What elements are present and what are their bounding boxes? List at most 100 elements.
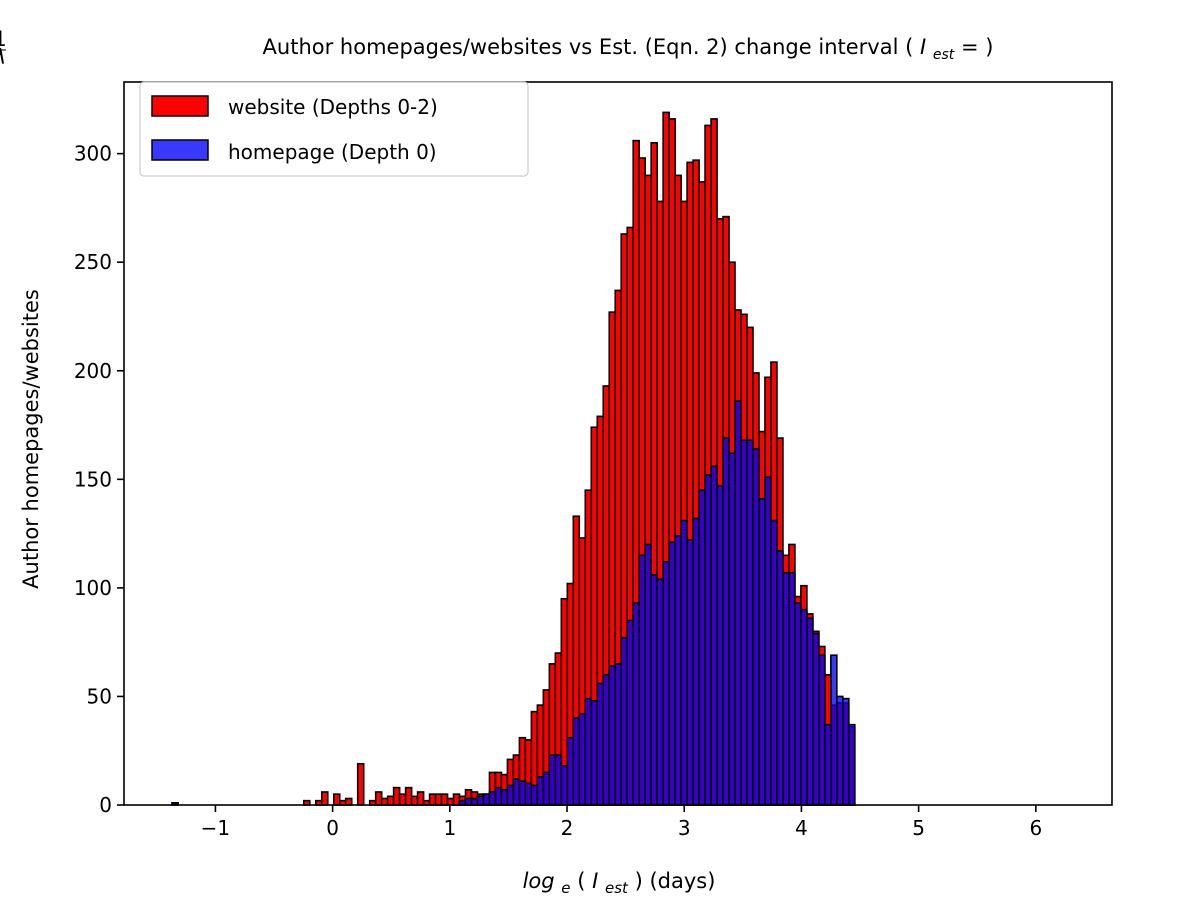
bar-website xyxy=(404,786,413,806)
x-tick-label: −1 xyxy=(201,816,230,840)
bar-homepage xyxy=(488,791,497,806)
chart-title-fraction-numerator: 1 xyxy=(0,27,7,51)
bar-homepage xyxy=(494,786,503,806)
x-tick-label: 2 xyxy=(561,816,574,840)
y-axis-label: Author homepages/websites xyxy=(19,289,43,589)
y-tick-label: 0 xyxy=(99,793,112,817)
bar-homepage xyxy=(500,788,509,806)
bar-homepage xyxy=(560,765,569,806)
bar-homepage xyxy=(704,474,712,806)
bar-website xyxy=(416,791,425,806)
bar-homepage xyxy=(680,519,688,806)
bar-homepage xyxy=(698,489,706,806)
x-tick-label: 4 xyxy=(795,816,808,840)
bar-homepage xyxy=(536,775,545,806)
legend-label-homepage: homepage (Depth 0) xyxy=(228,140,437,164)
bar-homepage xyxy=(722,437,730,806)
bar-homepage xyxy=(746,439,754,806)
bar-website xyxy=(380,797,389,806)
bar-homepage xyxy=(674,534,682,806)
x-tick-label: 0 xyxy=(326,816,339,840)
bar-homepage xyxy=(638,554,646,806)
bar-homepage xyxy=(632,602,640,806)
bar-homepage xyxy=(584,697,593,806)
bar-homepage xyxy=(847,723,856,806)
bar-homepage xyxy=(668,541,676,806)
bar-homepage xyxy=(806,617,814,806)
x-tick-label: 3 xyxy=(678,816,691,840)
legend-label-website: website (Depths 0-2) xyxy=(228,95,438,119)
bar-website xyxy=(428,793,437,806)
bar-homepage xyxy=(800,608,808,806)
bar-homepage xyxy=(530,784,539,806)
bar-homepage xyxy=(470,797,479,806)
bar-homepage xyxy=(482,793,491,806)
bar-website xyxy=(356,762,365,806)
x-axis-label: log e ( I est ) (days) xyxy=(523,869,716,898)
bar-homepage xyxy=(644,543,652,806)
bar-homepage xyxy=(734,400,742,806)
y-tick-label: 250 xyxy=(74,250,112,274)
chart-title: Author homepages/websites vs Est. (Eqn. … xyxy=(263,35,994,64)
legend: website (Depths 0-2) homepage (Depth 0) xyxy=(139,81,529,177)
chart-title-close-paren: ) xyxy=(985,35,993,59)
bar-homepage xyxy=(764,476,772,806)
bar-website xyxy=(320,791,329,806)
bar-website xyxy=(344,797,353,806)
bar-homepage xyxy=(512,778,521,806)
x-tick-label: 5 xyxy=(912,816,925,840)
bar-homepage xyxy=(464,797,473,806)
bar-homepage xyxy=(650,574,658,806)
bar-website xyxy=(332,793,341,806)
bar-homepage xyxy=(788,571,796,806)
bar-homepage xyxy=(776,550,784,806)
bar-homepage xyxy=(518,780,527,806)
chart-title-fraction-denominator: λ xyxy=(0,45,6,69)
bar-homepage xyxy=(824,723,832,806)
y-axis: 0 50 100 150 200 250 300 xyxy=(74,142,124,817)
bar-homepage xyxy=(608,665,617,806)
bar-homepage xyxy=(524,782,533,806)
bar-homepage xyxy=(740,439,748,806)
bar-homepage xyxy=(602,673,611,806)
bar-homepage xyxy=(572,717,581,806)
bar-homepage xyxy=(566,736,575,806)
chart-title-main: Author homepages/websites vs Est. (Eqn. … xyxy=(263,35,899,59)
legend-frame xyxy=(139,81,529,177)
bar-homepage xyxy=(506,784,515,806)
axes-frame xyxy=(123,81,1113,806)
bar-homepage xyxy=(782,571,790,806)
bar-homepage xyxy=(542,771,551,806)
bar-website xyxy=(398,793,407,806)
bar-homepage xyxy=(656,578,664,806)
bar-website xyxy=(446,797,455,806)
chart-title-sub: est xyxy=(933,47,955,63)
bar-homepage xyxy=(794,602,802,806)
plot-area xyxy=(123,81,1113,806)
y-tick-label: 300 xyxy=(74,142,112,166)
bar-homepage xyxy=(836,695,844,806)
bar-homepage xyxy=(662,561,670,806)
chart-title-fraction: 1 λ xyxy=(0,27,7,69)
y-tick-label: 150 xyxy=(74,467,112,491)
bar-website xyxy=(374,791,383,806)
bar-homepage xyxy=(710,465,718,806)
chart-title-var: I xyxy=(920,35,926,59)
bar-homepage xyxy=(692,517,700,806)
legend-swatch-website xyxy=(151,95,209,117)
x-axis: −1 0 1 2 3 4 5 6 xyxy=(201,805,1042,840)
bar-website xyxy=(440,793,449,806)
bar-homepage xyxy=(728,452,736,806)
chart-title-eq: = xyxy=(961,35,985,59)
y-tick-label: 200 xyxy=(74,359,112,383)
bar-homepage xyxy=(812,632,820,806)
bar-homepage xyxy=(548,754,557,806)
bar-website xyxy=(386,795,395,806)
bar-homepage xyxy=(620,637,629,806)
bar-homepage xyxy=(686,539,694,806)
bar-homepage xyxy=(752,448,760,806)
x-tick-label: 1 xyxy=(443,816,456,840)
bar-homepage xyxy=(578,713,587,806)
bar-homepage xyxy=(476,795,485,806)
